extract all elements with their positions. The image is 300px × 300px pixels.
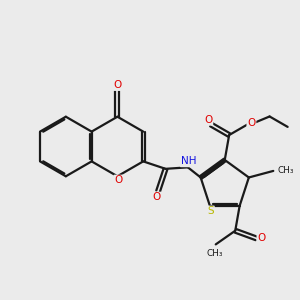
Text: O: O [152,193,160,202]
Text: O: O [204,115,212,125]
Text: O: O [257,233,266,243]
Text: O: O [113,80,122,90]
Text: CH₃: CH₃ [207,249,223,258]
Text: O: O [247,118,256,128]
Text: S: S [207,206,214,216]
Text: O: O [114,176,123,185]
Text: NH: NH [181,156,196,167]
Text: CH₃: CH₃ [278,166,294,175]
